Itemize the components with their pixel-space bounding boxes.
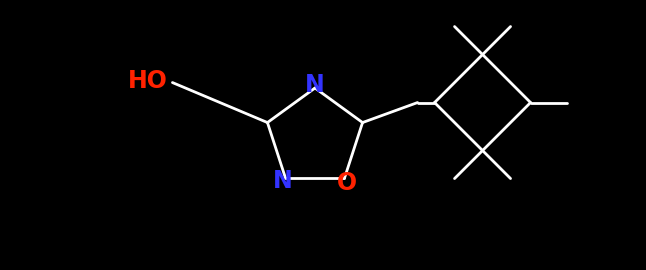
Text: O: O <box>337 171 357 195</box>
Text: N: N <box>273 170 293 193</box>
Text: N: N <box>305 73 325 97</box>
Text: HO: HO <box>127 69 167 93</box>
